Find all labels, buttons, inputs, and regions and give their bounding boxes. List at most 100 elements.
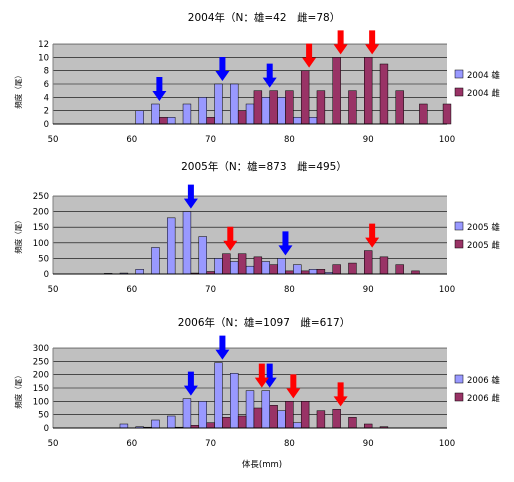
y-tick-label: 250 — [33, 357, 49, 367]
bar-male — [198, 97, 207, 125]
bar-male — [277, 97, 286, 125]
y-tick-label: 150 — [33, 223, 49, 233]
bar-male — [182, 398, 192, 429]
y-axis-label: 頻度（尾） — [13, 71, 23, 109]
bar-male — [293, 117, 302, 125]
bar-male — [230, 373, 239, 429]
x-tick-label: 60 — [126, 135, 137, 145]
male-mode-arrow — [152, 77, 167, 101]
y-tick-label: 0 — [44, 120, 49, 130]
bar-female — [332, 57, 341, 125]
y-tick-label: 100 — [33, 239, 49, 249]
legend-swatch-female — [454, 87, 464, 97]
x-tick-label: 80 — [284, 135, 295, 145]
bar-male — [308, 269, 318, 275]
panel-2004: 2004年（N：雄=42 雌=78） 頻度（尾） 0 2 4 6 8 10 12 50 60 70… — [13, 11, 500, 145]
x-tick-label: 100 — [439, 135, 455, 145]
bar-female — [269, 264, 278, 275]
x-tick-label: 100 — [439, 285, 455, 295]
legend-label-female: 2005 雌 — [467, 240, 500, 251]
bar-female — [442, 103, 452, 125]
male-mode-arrow — [278, 231, 293, 256]
bar-male — [261, 97, 270, 125]
x-tick-label: 80 — [284, 285, 295, 295]
x-tick-label: 50 — [48, 439, 59, 449]
bar-male — [214, 83, 223, 125]
plot-area-2005: 0 50 100 150 200 250 50 60 70 80 90 100 — [33, 184, 455, 295]
female-mode-arrow — [254, 363, 269, 388]
bar-male — [151, 419, 160, 429]
panel-2005: 2005年（N：雄=873 雌=495） 頻度（尾） 0 50 100 150 200 2… — [13, 160, 500, 295]
bar-female — [364, 57, 373, 125]
x-tick-label: 70 — [205, 439, 216, 449]
bar-male — [261, 261, 270, 275]
y-tick-label: 10 — [38, 53, 49, 63]
legend-label-male: 2006 雄 — [467, 375, 500, 386]
x-tick-label: 50 — [48, 135, 59, 145]
bar-female — [269, 405, 278, 429]
y-tick-label: 150 — [33, 384, 49, 394]
bar-female — [316, 90, 326, 125]
bar-male — [277, 410, 286, 429]
male-mode-arrow — [183, 371, 198, 396]
legend-label-female: 2006 雌 — [467, 393, 500, 404]
y-tick-label: 200 — [33, 208, 49, 218]
female-mode-arrow — [302, 43, 317, 68]
legend-swatch-female — [454, 239, 464, 249]
female-mode-arrow — [333, 30, 348, 55]
female-mode-arrow — [223, 226, 238, 251]
bar-male — [182, 103, 192, 125]
bar-female — [419, 103, 428, 125]
bar-female — [253, 90, 263, 125]
bar-male — [230, 261, 239, 275]
y-tick-label: 100 — [33, 397, 49, 407]
bar-male — [119, 423, 129, 429]
bar-female — [253, 407, 263, 429]
chart-title: 2005年（N：雄=873 雌=495） — [181, 160, 347, 173]
y-tick-label: 200 — [33, 371, 49, 381]
bar-female — [348, 262, 357, 275]
bar-female — [222, 417, 231, 429]
bar-female — [237, 253, 247, 275]
bar-male — [167, 117, 176, 125]
legend-2005: 2005 雄 2005 雌 — [454, 221, 500, 251]
x-tick-label: 70 — [205, 285, 216, 295]
bar-male — [293, 264, 302, 275]
legend-swatch-male — [454, 69, 464, 79]
bar-male — [230, 83, 239, 125]
chart-title: 2004年（N：雄=42 雌=78） — [188, 11, 340, 24]
male-mode-arrow — [262, 63, 277, 88]
male-mode-arrow — [215, 335, 230, 360]
bar-female — [379, 256, 389, 275]
female-mode-arrow — [286, 374, 301, 399]
x-tick-label: 70 — [205, 135, 216, 145]
bar-female — [395, 90, 404, 125]
bar-female — [159, 117, 168, 125]
bar-female — [206, 422, 215, 429]
bar-female — [237, 110, 247, 125]
bar-female — [253, 256, 263, 275]
x-tick-label: 100 — [439, 439, 455, 449]
bar-female — [379, 63, 389, 125]
x-tick-label: 90 — [363, 439, 374, 449]
bar-female — [206, 117, 215, 125]
bar-female — [285, 401, 294, 429]
bar-male — [198, 401, 207, 429]
legend-swatch-female — [454, 392, 464, 402]
x-tick-label: 60 — [126, 285, 137, 295]
legend-swatch-male — [454, 374, 464, 384]
bar-male — [245, 103, 255, 125]
bar-male — [167, 415, 176, 429]
bar-female — [300, 401, 310, 429]
bar-male — [245, 390, 255, 429]
bar-female — [332, 264, 341, 275]
bar-male — [151, 247, 160, 275]
legend-label-female: 2004 雌 — [467, 88, 500, 99]
plot-area-2006: 0 50 100 150 200 250 300 50 60 70 80 90 100 — [33, 335, 455, 449]
bar-male — [151, 103, 160, 125]
bar-male — [198, 236, 207, 275]
y-tick-label: 0 — [44, 270, 49, 280]
x-axis-label: 体長(mm) — [242, 459, 282, 470]
legend-label-male: 2005 雄 — [467, 222, 500, 233]
